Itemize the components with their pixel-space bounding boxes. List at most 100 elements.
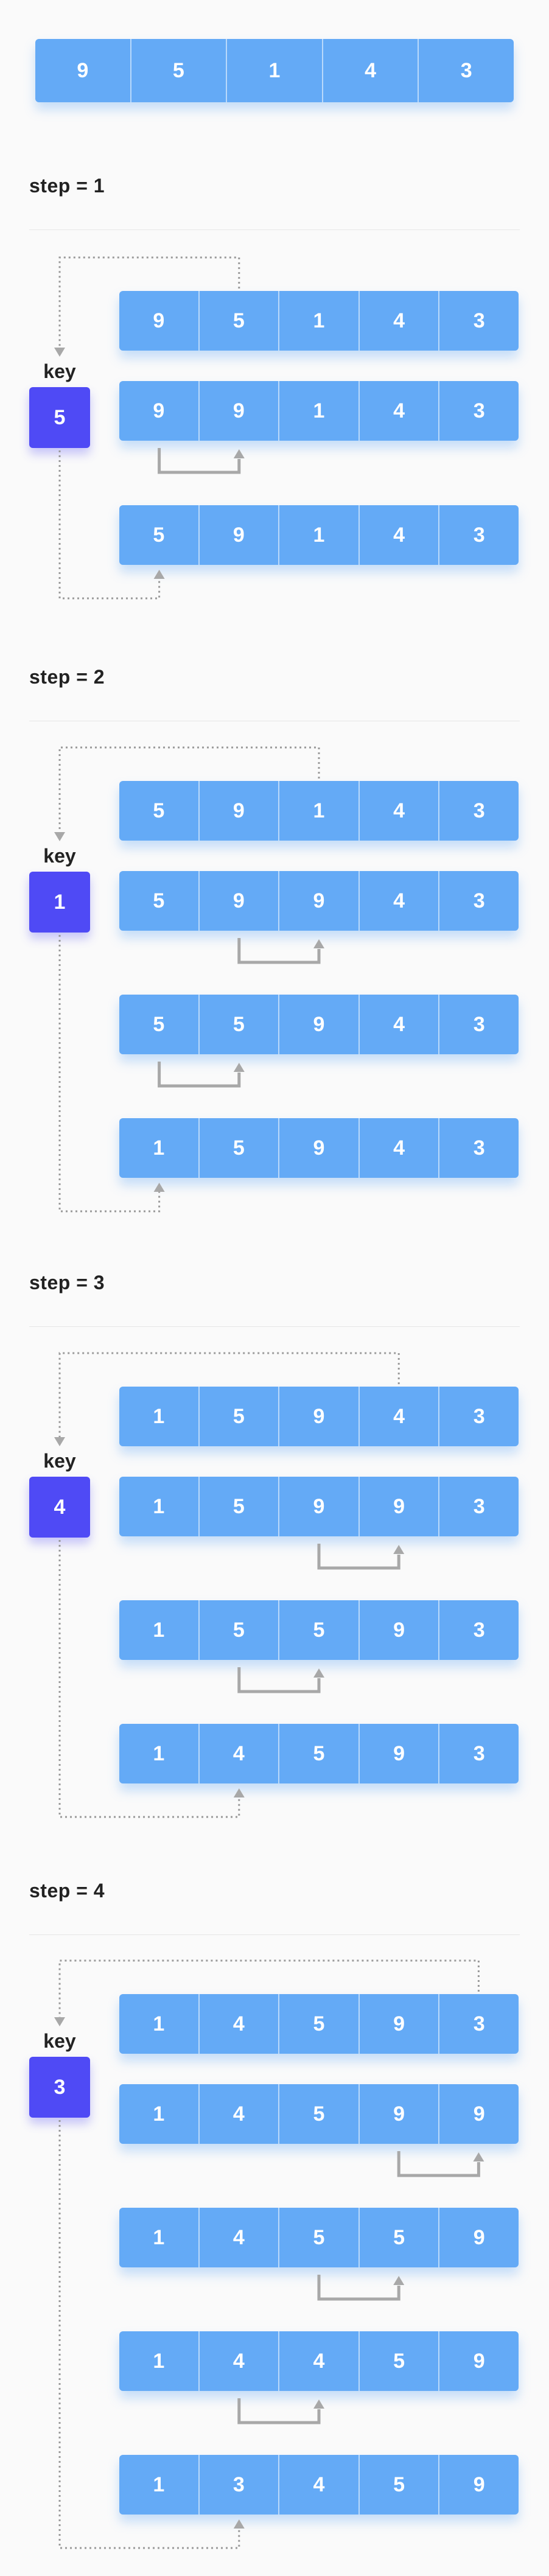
- section-divider: [29, 229, 520, 230]
- shift-arrow-line: [237, 1667, 321, 1693]
- arrow-head-icon: [313, 939, 324, 948]
- array-cell: 9: [279, 1118, 360, 1178]
- array-cell: 4: [323, 39, 419, 102]
- key-box: 3: [29, 2057, 90, 2118]
- array-cell: 9: [279, 871, 360, 931]
- array-cell: 3: [200, 2455, 280, 2515]
- array-cell: 5: [360, 2331, 440, 2391]
- array-cell: 5: [200, 1477, 280, 1536]
- array-cell: 9: [473, 2473, 485, 2496]
- array-cell: 1: [119, 1724, 200, 1783]
- array-cell: 5: [119, 505, 200, 565]
- array-cell: 4: [360, 505, 440, 565]
- array-cell: 9: [35, 39, 131, 102]
- array-cell: 3: [473, 799, 485, 822]
- array-cell: 1: [119, 2331, 200, 2391]
- array-cell: 4: [279, 2455, 360, 2515]
- key-box: 4: [29, 1477, 90, 1538]
- array-cell: 9: [119, 381, 200, 441]
- arrow-head-icon: [153, 570, 165, 579]
- array-cell: 9: [360, 1994, 440, 2054]
- step-title: step = 1: [29, 175, 105, 197]
- arrow-head-icon: [233, 1063, 245, 1072]
- array-cell: 3: [460, 58, 472, 82]
- array-cell: 1: [119, 1118, 200, 1178]
- array-cell: 3: [473, 1494, 485, 1518]
- array-cell: 4: [360, 1387, 440, 1446]
- array-cell: 5: [279, 2084, 360, 2144]
- array-cell: 3: [473, 1618, 485, 1642]
- array-cell: 1: [279, 291, 360, 351]
- array-cell: 1: [279, 505, 360, 565]
- arrow-head-icon: [54, 348, 65, 357]
- array-cell: 1: [119, 2455, 200, 2515]
- array-cell: 5: [119, 781, 200, 841]
- key-label: key: [43, 1450, 76, 1472]
- section-divider: [29, 1934, 520, 1935]
- array-cell: 5: [200, 1600, 280, 1660]
- key-label: key: [43, 845, 76, 867]
- array-cell: 4: [200, 1724, 280, 1783]
- shift-arrow-line: [317, 2275, 400, 2301]
- array-cell: 1: [227, 39, 323, 102]
- array-cell: 5: [360, 2455, 440, 2515]
- step-title: step = 4: [29, 1880, 105, 1902]
- shift-arrow-line: [237, 2398, 321, 2424]
- array-cell: 3: [473, 1012, 485, 1036]
- array-cell: 3: [473, 309, 485, 332]
- array-cell: 1: [119, 1994, 200, 2054]
- arrow-head-icon: [233, 1788, 245, 1797]
- array-cell: 9: [200, 505, 280, 565]
- array-cell: 9: [279, 1387, 360, 1446]
- array-cell: 4: [200, 2331, 280, 2391]
- array-cell: 3: [473, 1136, 485, 1160]
- array-cell: 5: [131, 39, 228, 102]
- array-cell: 3: [473, 523, 485, 547]
- step-title: step = 2: [29, 666, 105, 688]
- array-cell: 5: [279, 1600, 360, 1660]
- array-cell: 9: [279, 995, 360, 1054]
- array-cell: 5: [279, 1994, 360, 2054]
- array-cell: 4: [360, 871, 440, 931]
- array-cell: 9: [119, 291, 200, 351]
- shift-arrow-line: [397, 2151, 480, 2177]
- array-cell: 5: [200, 995, 280, 1054]
- array-cell: 4: [279, 2331, 360, 2391]
- step-title: step = 3: [29, 1272, 105, 1293]
- arrow-head-icon: [54, 832, 65, 841]
- array-cell: 1: [279, 781, 360, 841]
- array-cell: 1: [279, 381, 360, 441]
- array-cell: 4: [200, 2208, 280, 2267]
- key-box: 5: [29, 387, 90, 448]
- array-cell: 1: [119, 1477, 200, 1536]
- array-cell: 5: [360, 2208, 440, 2267]
- array-cell: 5: [119, 871, 200, 931]
- array-cell: 9: [200, 781, 280, 841]
- section-divider: [29, 1326, 520, 1327]
- arrow-head-icon: [233, 449, 245, 458]
- key-label: key: [43, 360, 76, 382]
- key-box: 1: [29, 872, 90, 933]
- array-cell: 5: [279, 2208, 360, 2267]
- array-cell: 9: [279, 1477, 360, 1536]
- array-cell: 4: [200, 1994, 280, 2054]
- array-cell: 3: [473, 1741, 485, 1765]
- shift-arrow-line: [317, 1544, 400, 1570]
- arrow-head-icon: [313, 1668, 324, 1678]
- array-cell: 5: [200, 1118, 280, 1178]
- arrow-head-icon: [473, 2152, 484, 2161]
- array-cell: 9: [360, 1477, 440, 1536]
- array-cell: 5: [119, 995, 200, 1054]
- array-cell: 3: [473, 1404, 485, 1428]
- key-label: key: [43, 2030, 76, 2052]
